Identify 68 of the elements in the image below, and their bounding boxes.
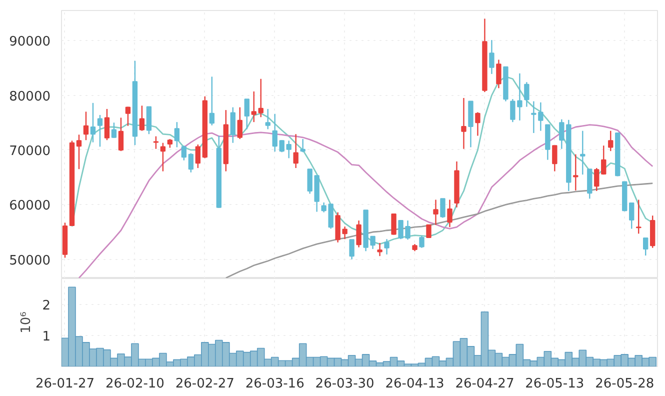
x-tick-label: 26-04-13	[385, 376, 444, 392]
candlestick	[251, 90, 256, 123]
candlestick	[139, 105, 145, 132]
candlestick	[349, 239, 354, 260]
candlestick	[629, 202, 634, 230]
y-tick-label: 1	[42, 330, 51, 345]
candlestick	[608, 130, 614, 152]
candlestick	[573, 154, 578, 192]
candlestick	[181, 144, 187, 161]
candlestick	[125, 106, 131, 127]
candlestick	[160, 142, 166, 172]
candlestick	[97, 114, 103, 148]
candlestick	[153, 136, 159, 150]
candlestick	[230, 106, 236, 144]
candlestick	[594, 167, 600, 192]
x-tick-label: 26-03-30	[315, 376, 374, 392]
candlestick	[524, 82, 530, 108]
candlestick	[552, 144, 558, 172]
candlestick	[300, 138, 306, 153]
candlestick	[244, 98, 250, 130]
candlestick	[489, 39, 494, 75]
candlestick	[118, 117, 124, 152]
candlestick	[433, 199, 438, 226]
x-tick-label: 26-03-16	[245, 376, 304, 392]
candlestick	[90, 102, 96, 143]
candlestick	[293, 134, 298, 169]
candlestick	[580, 130, 586, 176]
y-tick-label: 90000	[9, 34, 51, 50]
candlestick	[643, 237, 648, 256]
candlestick	[461, 97, 466, 150]
candlestick	[447, 199, 452, 228]
x-tick-label: 26-02-10	[105, 376, 164, 392]
candlestick	[83, 111, 89, 141]
candlestick	[111, 122, 117, 139]
candlestick	[496, 59, 502, 89]
candlestick	[272, 113, 278, 152]
candlestick	[104, 108, 110, 141]
candlestick	[146, 106, 152, 135]
candlestick	[426, 224, 432, 239]
candlestick	[258, 78, 264, 118]
y-axis-title: 10⁶	[19, 312, 34, 334]
candlestick	[209, 76, 214, 126]
candlestick	[188, 152, 194, 173]
candlestick	[419, 235, 424, 248]
y-tick-label: 70000	[9, 144, 51, 159]
candlestick	[237, 106, 242, 140]
x-tick-label: 26-05-28	[595, 376, 654, 392]
candlestick	[440, 198, 446, 218]
candlestick	[76, 134, 82, 170]
candlestick	[174, 121, 180, 148]
candlestick	[377, 242, 382, 257]
x-tick-label: 26-04-27	[455, 376, 514, 392]
candlestick	[636, 199, 642, 234]
y-tick-label: 60000	[9, 198, 51, 214]
y-tick-label: 2	[42, 298, 51, 314]
x-tick-label: 26-01-27	[35, 376, 95, 392]
candlestick	[384, 238, 390, 256]
candlestick	[391, 213, 396, 236]
x-tick-label: 26-02-27	[175, 376, 234, 392]
candlestick	[601, 144, 606, 176]
candlestick	[195, 144, 201, 169]
y-tick-label: 50000	[9, 253, 51, 268]
y-tick-label: 80000	[9, 89, 51, 104]
candlestick	[265, 108, 270, 130]
line-series	[225, 182, 654, 278]
x-tick-label: 26-05-13	[525, 376, 584, 392]
candlestick	[475, 112, 480, 136]
candlestick	[356, 220, 362, 248]
